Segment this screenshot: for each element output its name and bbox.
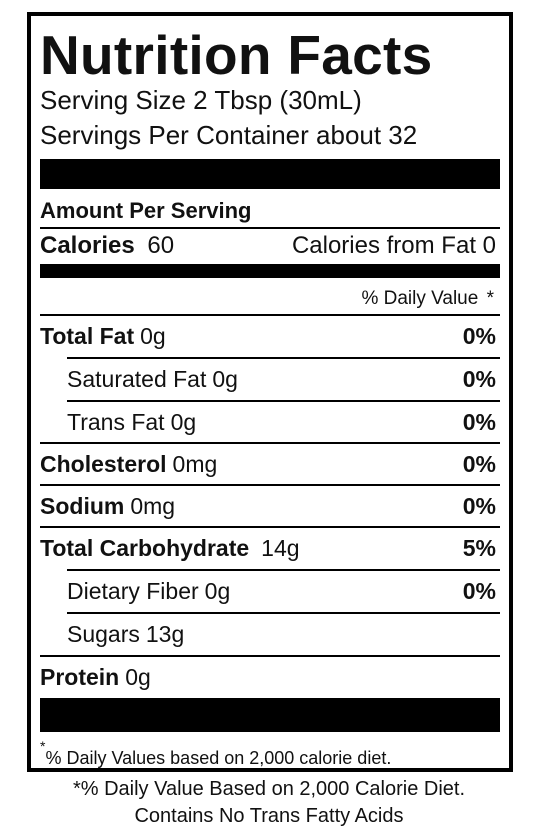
nutrient-amount: 0g — [212, 366, 238, 392]
thick-divider — [40, 698, 500, 732]
label-title: Nutrition Facts — [40, 24, 433, 86]
nutrient-amount: 14g — [261, 535, 300, 561]
nutrient-amount: 0g — [125, 664, 151, 690]
nutrient-daily-value: 0% — [462, 366, 496, 392]
nutrient-daily-value: 0% — [462, 323, 496, 349]
divider — [67, 612, 500, 614]
nutrient-name: Total Carbohydrate — [40, 535, 250, 561]
nutrition-facts-label: Nutrition Facts Serving Size 2 Tbsp (30m… — [27, 12, 513, 772]
divider — [67, 569, 500, 571]
amount-per-serving: Amount Per Serving — [40, 198, 252, 223]
nutrient-name: Saturated Fat — [67, 366, 207, 392]
divider — [40, 442, 500, 444]
daily-value-header-text: % Daily Value — [361, 288, 479, 309]
divider — [40, 484, 500, 486]
divider — [67, 357, 500, 359]
nutrient-amount: 0g — [140, 323, 166, 349]
daily-value-note: *% Daily Value Based on 2,000 Calorie Di… — [72, 778, 466, 800]
footnote-text: % Daily Values based on 2,000 calorie di… — [45, 748, 392, 768]
calories-from-fat: Calories from Fat 0 — [291, 232, 496, 259]
thick-divider — [40, 159, 500, 189]
divider — [67, 400, 500, 402]
nutrient-row-protein: Protein 0g — [40, 657, 500, 697]
nutrient-daily-value: 0% — [462, 578, 496, 604]
nutrient-row-dietary-fiber: Dietary Fiber 0g 0% — [67, 571, 500, 611]
servings-per-container: Servings Per Container about 32 — [40, 120, 418, 150]
nutrient-amount: 0g — [170, 409, 197, 435]
divider — [40, 655, 500, 657]
daily-value-asterisk: * — [486, 288, 494, 309]
divider — [40, 314, 500, 316]
nutrient-name: Sugars — [67, 621, 140, 647]
nutrient-row-sugars: Sugars 13g — [67, 614, 500, 654]
serving-size: Serving Size 2 Tbsp (30mL) — [40, 85, 362, 115]
nutrient-name: Cholesterol — [40, 451, 167, 477]
nutrient-name: Total Fat — [40, 323, 135, 349]
calories-value: 60 — [147, 232, 175, 259]
nutrient-amount: 0mg — [130, 493, 176, 519]
nutrient-row-total-carbohydrate: Total Carbohydrate 14g 5% — [40, 528, 500, 568]
calories-label: Calories — [40, 232, 135, 259]
nutrient-row-saturated-fat: Saturated Fat 0g 0% — [67, 359, 500, 399]
nutrient-daily-value: 0% — [462, 451, 496, 477]
nutrient-amount: 0mg — [172, 451, 218, 477]
medium-divider — [40, 264, 500, 278]
label-footnote: *% Daily Values based on 2,000 calorie d… — [40, 738, 391, 772]
nutrient-daily-value: 0% — [462, 493, 496, 519]
nutrient-row-cholesterol: Cholesterol 0mg 0% — [40, 444, 500, 484]
nutrient-row-trans-fat: Trans Fat 0g 0% — [67, 402, 500, 442]
nutrient-row-sodium: Sodium 0mg 0% — [40, 486, 500, 526]
nutrient-daily-value: 0% — [462, 409, 496, 435]
nutrient-name: Dietary Fiber — [67, 578, 199, 604]
divider — [40, 526, 500, 528]
nutrient-amount: 0g — [204, 578, 231, 604]
daily-value-header: % Daily Value * — [361, 284, 494, 314]
nutrient-name: Sodium — [40, 493, 125, 519]
divider — [40, 227, 500, 229]
footnote-asterisk: * — [40, 738, 46, 754]
nutrient-name: Trans Fat — [67, 409, 165, 435]
calories-row: Calories 60 Calories from Fat 0 — [40, 229, 500, 263]
nutrient-name: Protein — [40, 664, 120, 690]
trans-fatty-acids-note: Contains No Trans Fatty Acids — [134, 805, 404, 827]
nutrient-amount: 13g — [145, 621, 185, 647]
nutrient-row-total-fat: Total Fat 0g 0% — [40, 316, 500, 356]
nutrient-daily-value: 5% — [462, 535, 496, 561]
